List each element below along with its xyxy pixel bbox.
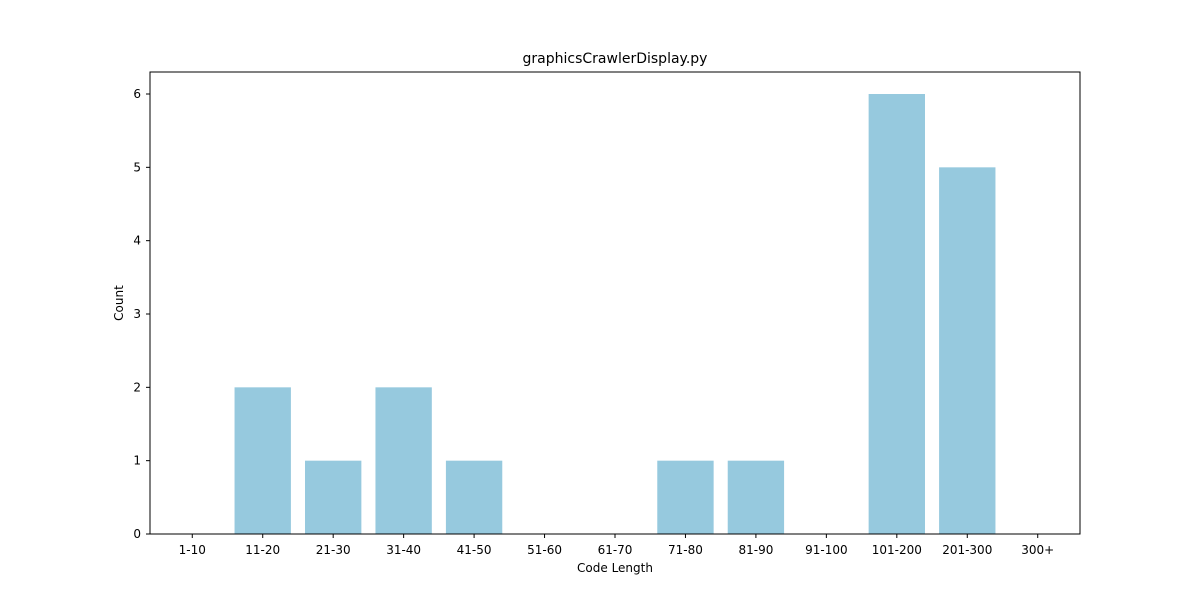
x-tick-label: 101-200 <box>872 543 922 557</box>
bar-41-50 <box>445 460 503 534</box>
bars-layer <box>234 94 996 535</box>
y-tick-label: 2 <box>133 380 141 394</box>
x-tick-label: 71-80 <box>668 543 703 557</box>
x-axis: 1-10 11-20 21-30 31-40 41-50 51-60 61-70 71-80 8… <box>179 534 1054 557</box>
x-tick-label: 61-70 <box>598 543 633 557</box>
x-tick-label: 81-90 <box>738 543 773 557</box>
bar-21-30 <box>305 460 362 534</box>
bar-101-200 <box>868 94 925 534</box>
bar-31-40 <box>375 387 432 534</box>
y-axis-label: Count <box>112 285 126 321</box>
bar-81-90 <box>727 460 785 534</box>
x-tick-label: 31-40 <box>386 543 421 557</box>
y-axis: 0 1 2 3 4 5 6 <box>133 87 150 541</box>
y-tick-label: 6 <box>133 87 141 101</box>
x-tick-label: 11-20 <box>245 543 280 557</box>
x-tick-label: 91-100 <box>805 543 848 557</box>
x-tick-label: 201-300 <box>942 543 992 557</box>
y-tick-label: 1 <box>133 454 141 468</box>
chart-title: graphicsCrawlerDisplay.py <box>523 51 708 67</box>
x-tick-label: 300+ <box>1021 543 1054 557</box>
x-axis-label: Code Length <box>577 561 653 575</box>
x-tick-label: 51-60 <box>527 543 562 557</box>
y-tick-label: 4 <box>133 234 141 248</box>
x-tick-label: 1-10 <box>179 543 206 557</box>
bar-201-300 <box>939 167 996 535</box>
bar-71-80 <box>657 460 714 534</box>
y-tick-label: 3 <box>133 307 141 321</box>
y-tick-label: 5 <box>133 160 141 174</box>
bar-11-20 <box>234 387 291 534</box>
x-tick-label: 41-50 <box>457 543 492 557</box>
x-tick-label: 21-30 <box>316 543 351 557</box>
y-tick-label: 0 <box>133 527 141 541</box>
